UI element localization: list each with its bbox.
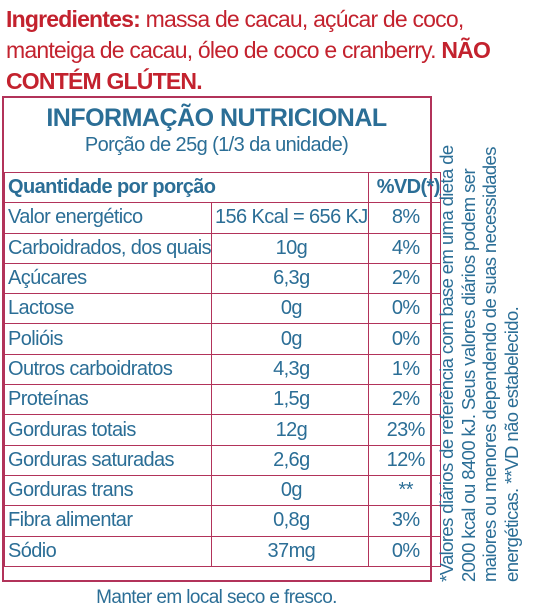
nutrient-name: Proteínas [4,384,212,416]
nutrition-title: INFORMAÇÃO NUTRICIONAL [46,104,387,132]
nutrient-dv: 0% [367,293,441,325]
nutrient-quantity: 0g [211,323,369,355]
header-dv: %VD(*) [367,171,441,204]
ingredients-label: Ingredientes: [6,6,141,32]
table-header-row: Quantidade por porção %VD(*) [4,171,441,204]
nutrient-name: Gorduras trans [4,474,212,507]
serving-size: Porção de 25g (1/3 da unidade) [84,134,349,156]
table-row: Gorduras trans 0g ** [4,474,441,507]
nutrient-name: Gorduras saturadas [4,444,212,476]
table-row: Carboidrados, dos quais 10g 4% [4,232,441,264]
nutrient-dv: 12% [367,444,441,476]
nutrient-quantity: 37mg [211,535,369,567]
table-row: Açúcares 6,3g 2% [4,262,441,295]
table-row: Fibra alimentar 0,8g 3% [4,505,441,537]
nutrient-dv: 1% [367,353,441,386]
gluten-warning: NÃO CONTÉM GLÚTEN. [6,37,491,94]
ingredients-text: Ingredientes: massa de cacau, açúcar de … [6,4,546,97]
nutrient-name: Lactose [4,293,212,325]
nutrient-quantity: 4,3g [211,353,369,386]
table-row: Sódio 37mg 0% [4,535,441,567]
nutrient-quantity: 1,5g [211,384,369,416]
nutrient-dv: 0% [367,323,441,355]
table-row: Lactose 0g 0% [4,293,441,325]
ingredients-list: massa de cacau, açúcar de coco, manteiga… [6,6,464,63]
nutrient-name: Gorduras totais [4,414,212,446]
nutrient-name: Sódio [4,535,212,567]
nutrition-table: Quantidade por porção %VD(*) Valor energ… [4,171,441,567]
nutrient-name: Outros carboidratos [4,353,212,386]
nutrient-dv: 8% [367,202,441,234]
nutrient-quantity: 156 Kcal = 656 KJ [211,202,369,234]
dv-footnote: *Valores diários de referência com base … [436,145,522,582]
nutrient-dv: 4% [367,232,441,264]
nutrient-name: Valor energético [4,202,212,234]
table-row: Gorduras totais 12g 23% [4,414,441,446]
nutrient-dv: 0% [367,535,441,567]
nutrient-quantity: 0,8g [211,505,369,537]
nutrient-quantity: 12g [211,414,369,446]
table-row: Polióis 0g 0% [4,323,441,355]
nutrient-name: Fibra alimentar [4,505,212,537]
nutrient-quantity: 0g [211,474,369,507]
nutrient-name: Polióis [4,323,212,355]
nutrient-name: Carboidrados, dos quais [4,232,212,264]
nutrient-dv: 3% [367,505,441,537]
nutrient-quantity: 0g [211,293,369,325]
nutrient-name: Açúcares [4,262,212,295]
nutrient-quantity: 6,3g [211,262,369,295]
nutrient-quantity: 10g [211,232,369,264]
table-row: Valor energético 156 Kcal = 656 KJ 8% [4,202,441,234]
nutrient-dv: 23% [367,414,441,446]
nutrient-dv: 2% [367,262,441,295]
nutrient-quantity: 2,6g [211,444,369,476]
table-row: Outros carboidratos 4,3g 1% [4,353,441,386]
nutrient-dv: ** [367,474,441,507]
header-quantity: Quantidade por porção [4,171,369,204]
table-row: Gorduras saturadas 2,6g 12% [4,444,441,476]
nutrient-dv: 2% [367,384,441,416]
table-row: Proteínas 1,5g 2% [4,384,441,416]
storage-instructions: Manter em local seco e fresco. [96,587,337,608]
